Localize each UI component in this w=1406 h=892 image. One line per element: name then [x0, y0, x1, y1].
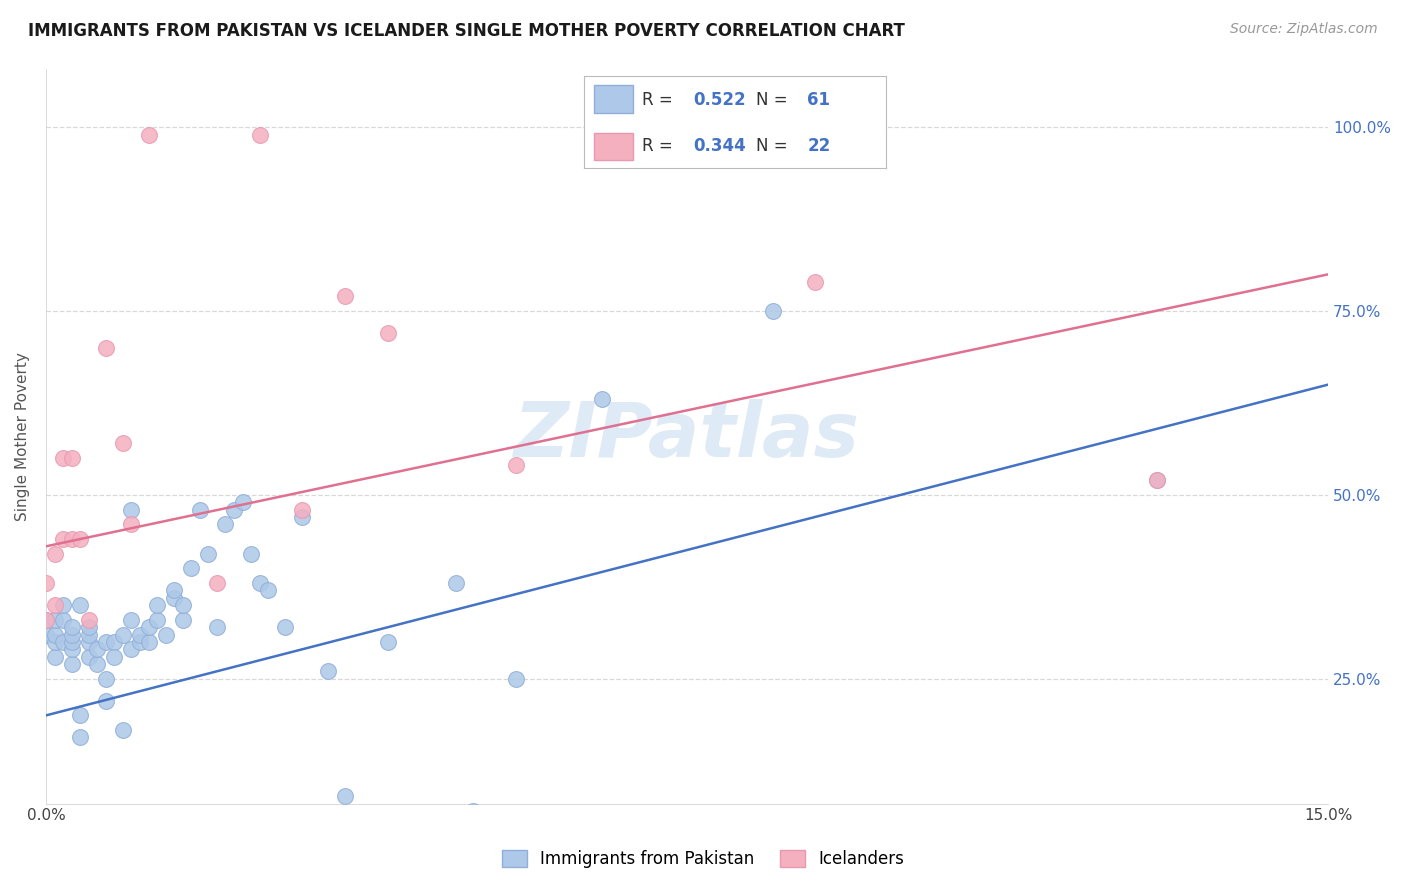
Point [274, 620, 297, 634]
Point [60, 635, 83, 649]
Point [257, 583, 280, 598]
Point [60, 532, 83, 546]
Point [77, 613, 100, 627]
Point [60, 620, 83, 634]
Point [44, 547, 66, 561]
Point [761, 304, 783, 318]
Point [138, 635, 160, 649]
Point [180, 561, 202, 575]
Point [35, 627, 58, 641]
Point [205, 620, 228, 634]
Point [129, 627, 152, 641]
Point [52, 532, 75, 546]
Point [138, 128, 160, 142]
Point [232, 495, 254, 509]
Y-axis label: Single Mother Poverty: Single Mother Poverty [15, 351, 30, 521]
Point [138, 620, 160, 634]
Point [35, 576, 58, 591]
Point [120, 517, 142, 532]
Point [249, 128, 271, 142]
Point [120, 642, 142, 657]
Text: Source: ZipAtlas.com: Source: ZipAtlas.com [1230, 22, 1378, 37]
Point [35, 613, 58, 627]
Point [44, 635, 66, 649]
Point [69, 532, 91, 546]
Point [77, 635, 100, 649]
Point [52, 451, 75, 466]
Point [463, 804, 485, 818]
Point [94, 341, 117, 355]
Point [249, 576, 271, 591]
Point [52, 598, 75, 612]
Point [377, 635, 399, 649]
Point [205, 576, 228, 591]
Point [60, 627, 83, 641]
Point [44, 627, 66, 641]
Point [77, 627, 100, 641]
Point [103, 635, 125, 649]
Point [129, 635, 152, 649]
Point [44, 649, 66, 664]
Point [591, 392, 613, 407]
Point [163, 591, 186, 605]
Point [377, 326, 399, 340]
Point [188, 502, 211, 516]
Point [155, 627, 177, 641]
Point [69, 731, 91, 745]
Point [240, 547, 263, 561]
Point [291, 510, 314, 524]
Point [163, 583, 186, 598]
Point [1146, 473, 1168, 487]
Point [69, 598, 91, 612]
Point [333, 289, 356, 303]
Point [103, 649, 125, 664]
Point [52, 635, 75, 649]
Text: ZIPatlas: ZIPatlas [515, 399, 860, 473]
Point [94, 635, 117, 649]
Point [77, 620, 100, 634]
Point [111, 627, 134, 641]
Point [44, 598, 66, 612]
Point [1146, 473, 1168, 487]
Legend: Immigrants from Pakistan, Icelanders: Immigrants from Pakistan, Icelanders [495, 843, 911, 875]
Point [146, 598, 169, 612]
Point [69, 708, 91, 723]
Point [60, 657, 83, 671]
Point [316, 665, 339, 679]
Point [505, 672, 527, 686]
Point [120, 502, 142, 516]
Point [111, 723, 134, 738]
Text: IMMIGRANTS FROM PAKISTAN VS ICELANDER SINGLE MOTHER POVERTY CORRELATION CHART: IMMIGRANTS FROM PAKISTAN VS ICELANDER SI… [28, 22, 905, 40]
Point [35, 613, 58, 627]
Point [60, 451, 83, 466]
Point [446, 576, 468, 591]
Point [60, 642, 83, 657]
Point [197, 547, 219, 561]
Point [172, 598, 194, 612]
Point [146, 613, 169, 627]
Point [505, 458, 527, 473]
Point [111, 436, 134, 450]
Point [44, 613, 66, 627]
Point [172, 613, 194, 627]
Point [222, 502, 245, 516]
Point [291, 502, 314, 516]
Point [86, 642, 108, 657]
Point [333, 789, 356, 804]
Point [77, 649, 100, 664]
Point [214, 517, 236, 532]
Point [94, 672, 117, 686]
Point [120, 613, 142, 627]
Point [804, 275, 827, 289]
Point [94, 694, 117, 708]
Point [86, 657, 108, 671]
Point [52, 613, 75, 627]
